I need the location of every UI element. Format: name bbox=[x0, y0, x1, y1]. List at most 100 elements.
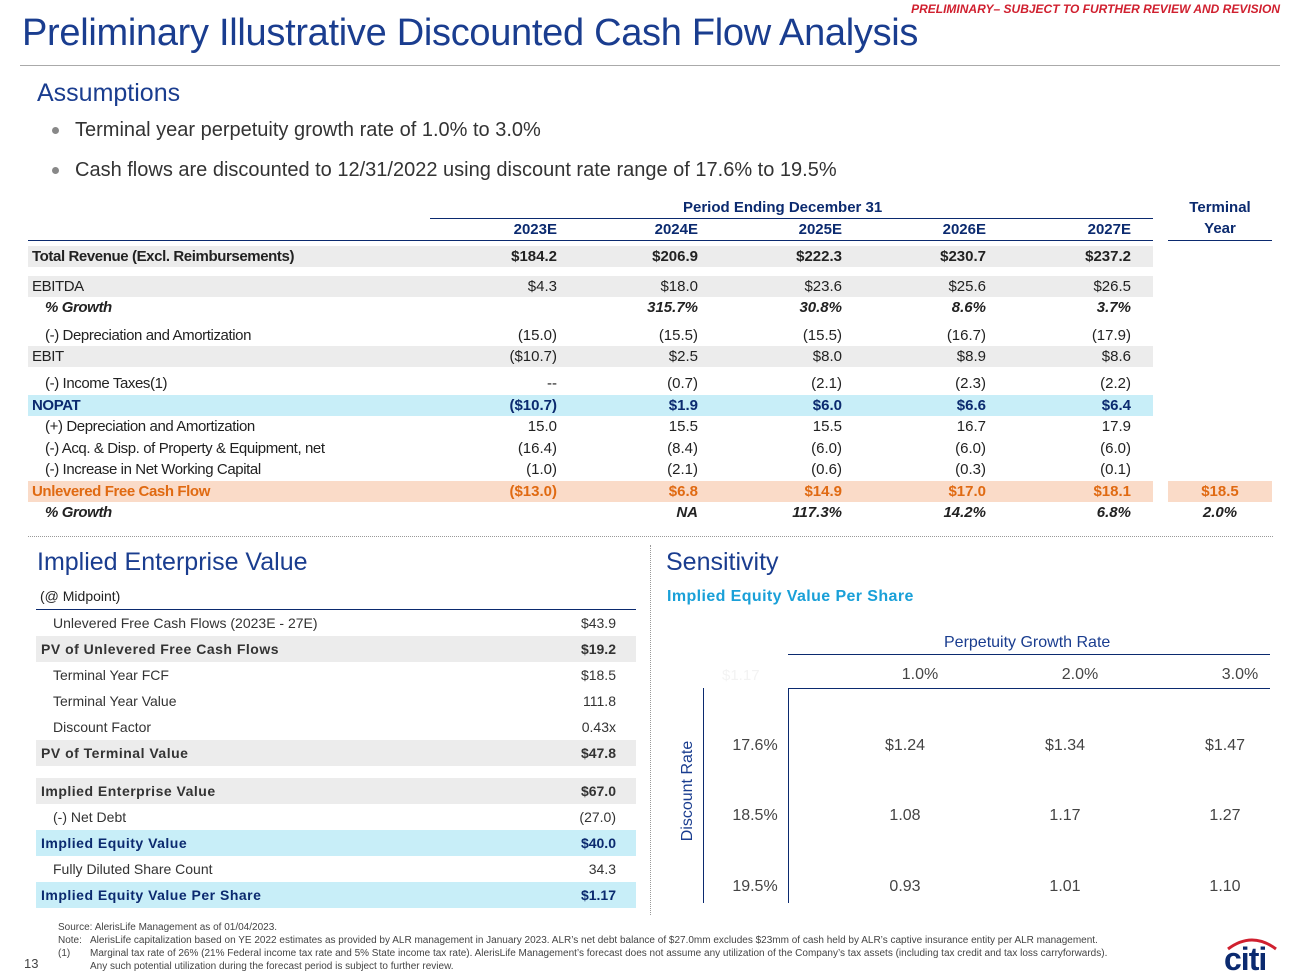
row-value: (2.2) bbox=[1100, 375, 1131, 392]
row-value: $14.9 bbox=[804, 483, 842, 500]
ev-subheading: (@ Midpoint) bbox=[40, 588, 121, 604]
row-value: $237.2 bbox=[1085, 248, 1131, 265]
dcf-row: % Growth NA 117.3% 14.2% 6.8% bbox=[28, 502, 1153, 523]
row-value: $6.8 bbox=[668, 483, 698, 500]
bullet-text: Cash flows are discounted to 12/31/2022 … bbox=[75, 159, 837, 181]
row-value: NA bbox=[676, 504, 698, 521]
row-value: 117.3% bbox=[792, 504, 842, 521]
note-text: AlerisLife capitalization based on YE 20… bbox=[90, 935, 1098, 946]
row-value: (17.9) bbox=[1091, 327, 1131, 344]
year-header: 2026E bbox=[942, 221, 986, 238]
dcf-row: (-) Increase in Net Working Capital (1.0)… bbox=[28, 459, 1153, 480]
ev-value: $43.9 bbox=[580, 615, 616, 631]
row-value: $18.1 bbox=[1093, 483, 1131, 500]
ev-value: (27.0) bbox=[579, 809, 616, 825]
row-value: $184.2 bbox=[511, 248, 557, 265]
dcf-row: (-) Acq. & Disp. of Property & Equipment… bbox=[28, 438, 1153, 459]
ev-value: 0.43x bbox=[581, 719, 616, 735]
row-value: 16.7 bbox=[956, 418, 986, 435]
sensitivity-cell: $1.24 bbox=[884, 737, 926, 754]
ev-value: $19.2 bbox=[580, 641, 616, 657]
ev-label: (-) Net Debt bbox=[53, 809, 127, 825]
row-header-rule bbox=[703, 688, 704, 903]
ev-label: Terminal Year Value bbox=[53, 693, 177, 709]
ev-label: Discount Factor bbox=[53, 719, 152, 735]
row-label: % Growth bbox=[45, 504, 112, 521]
row-value: $2.5 bbox=[668, 348, 698, 365]
dcf-row: (+) Depreciation and Amortization 15.0 15.… bbox=[28, 416, 1153, 437]
sensitivity-cell: 1.27 bbox=[1209, 807, 1241, 824]
ev-label: PV of Unlevered Free Cash Flows bbox=[41, 641, 280, 657]
row-label: (-) Depreciation and Amortization bbox=[45, 327, 252, 344]
row-value: (6.0) bbox=[811, 440, 842, 457]
row-value: (16.7) bbox=[946, 327, 986, 344]
ev-row: Implied Equity Value Per Share $1.17 bbox=[36, 882, 636, 908]
row-value: (2.1) bbox=[667, 461, 698, 478]
growth-rate-header: 1.0% bbox=[901, 666, 939, 683]
ev-label: Fully Diluted Share Count bbox=[53, 861, 213, 877]
sensitivity-cell: 0.93 bbox=[889, 878, 921, 895]
dcf-row: (-) Income Taxes(1) -- (0.7) (2.1) (2.3) (2.2… bbox=[28, 373, 1153, 394]
dcf-row: EBIT ($10.7) $2.5 $8.0 $8.9 $8.6 bbox=[28, 346, 1153, 367]
ev-row: Discount Factor 0.43x bbox=[36, 714, 636, 740]
ev-value: $1.17 bbox=[580, 887, 616, 903]
sensitivity-cell: 1.17 bbox=[1049, 807, 1081, 824]
ev-row: Terminal Year Value 111.8 bbox=[36, 688, 636, 714]
title-divider bbox=[20, 65, 1280, 66]
row-value: (8.4) bbox=[667, 440, 698, 457]
col-rule bbox=[788, 654, 1270, 655]
sensitivity-cell: 1.10 bbox=[1209, 878, 1241, 895]
row-value: $25.6 bbox=[948, 278, 986, 295]
ev-row: Implied Enterprise Value $67.0 bbox=[36, 778, 636, 804]
vertical-divider bbox=[650, 545, 651, 915]
row-value: 17.9 bbox=[1101, 418, 1131, 435]
ev-value: 34.3 bbox=[588, 861, 616, 877]
bullet-icon bbox=[52, 127, 59, 135]
ev-label: PV of Terminal Value bbox=[41, 745, 189, 761]
footnote-label: (1) bbox=[58, 948, 71, 959]
assumption-bullet: Terminal year perpetuity growth rate of … bbox=[52, 119, 541, 142]
ev-rule bbox=[36, 609, 636, 610]
row-label: NOPAT bbox=[32, 397, 81, 414]
row-value: ($10.7) bbox=[509, 348, 557, 365]
row-value: $8.0 bbox=[812, 348, 842, 365]
dcf-row: EBITDA $4.3 $18.0 $23.6 $25.6 $26.5 bbox=[28, 276, 1153, 297]
row-label: (-) Income Taxes(1) bbox=[45, 375, 168, 392]
source-note: Source: AlerisLife Management as of 01/0… bbox=[58, 922, 278, 933]
ev-label: Implied Equity Value bbox=[41, 835, 188, 851]
row-value: ($13.0) bbox=[509, 483, 557, 500]
row-value: 8.6% bbox=[951, 299, 986, 316]
sensitivity-heading: Sensitivity bbox=[666, 548, 779, 576]
row-value: $26.5 bbox=[1093, 278, 1131, 295]
row-value: 14.2% bbox=[943, 504, 986, 521]
row-value: (15.5) bbox=[802, 327, 842, 344]
terminal-value: $18.5 bbox=[1168, 481, 1272, 502]
dcf-row: NOPAT ($10.7) $1.9 $6.0 $6.6 $6.4 bbox=[28, 395, 1153, 416]
dcf-row: % Growth 315.7% 30.8% 8.6% 3.7% bbox=[28, 297, 1153, 318]
row-value: 6.8% bbox=[1096, 504, 1131, 521]
page-title: Preliminary Illustrative Discounted Cash… bbox=[22, 12, 919, 54]
row-value: (6.0) bbox=[955, 440, 986, 457]
row-value: (16.4) bbox=[517, 440, 557, 457]
terminal-rule bbox=[1168, 240, 1272, 241]
row-value: $222.3 bbox=[796, 248, 842, 265]
discount-rate-header: 19.5% bbox=[732, 878, 778, 895]
row-value: 315.7% bbox=[647, 299, 698, 316]
col-header: Perpetuity Growth Rate bbox=[944, 634, 1111, 651]
row-value: $4.3 bbox=[527, 278, 557, 295]
row-label: Total Revenue (Excl. Reimbursements) bbox=[32, 248, 295, 265]
discount-rate-header: 18.5% bbox=[732, 807, 778, 824]
row-value: $6.0 bbox=[812, 397, 842, 414]
row-label: Unlevered Free Cash Flow bbox=[32, 483, 210, 500]
citi-logo-text: citi bbox=[1224, 941, 1267, 977]
ev-value: $40.0 bbox=[580, 835, 616, 851]
row-value: (2.3) bbox=[955, 375, 986, 392]
ev-row: PV of Unlevered Free Cash Flows $19.2 bbox=[36, 636, 636, 662]
row-value: $8.9 bbox=[956, 348, 986, 365]
row-value: 30.8% bbox=[799, 299, 842, 316]
row-label: EBITDA bbox=[32, 278, 84, 295]
row-value: $6.4 bbox=[1101, 397, 1131, 414]
ev-row: Terminal Year FCF $18.5 bbox=[36, 662, 636, 688]
ev-row: PV of Terminal Value $47.8 bbox=[36, 740, 636, 766]
row-value: $23.6 bbox=[804, 278, 842, 295]
